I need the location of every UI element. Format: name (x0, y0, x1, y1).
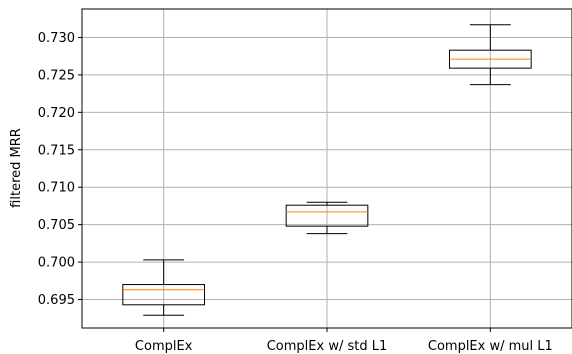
y-tick-label: 0.705 (38, 218, 75, 233)
y-tick-label: 0.695 (38, 293, 75, 308)
box-2 (285, 201, 369, 235)
x-tick-label: ComplEx (135, 339, 193, 354)
x-tick-label: ComplEx w/ mul L1 (428, 339, 553, 354)
x-tick-label: ComplEx w/ std L1 (267, 339, 388, 354)
box-body (122, 284, 205, 306)
y-axis: 0.695 0.700 0.705 0.710 0.715 0.720 0.725 0.730 (38, 31, 82, 308)
box-series (122, 24, 532, 316)
y-tick-label: 0.715 (38, 143, 75, 158)
y-tick-label: 0.730 (38, 31, 75, 46)
y-axis-label: filtered MRR (9, 128, 24, 208)
box-body (285, 204, 369, 227)
box-1 (122, 259, 205, 316)
y-tick-label: 0.710 (38, 181, 75, 196)
y-tick-label: 0.720 (38, 106, 75, 121)
x-axis: ComplEx ComplEx w/ std L1 ComplEx w/ mul L… (135, 328, 553, 354)
y-tick-label: 0.725 (38, 68, 75, 83)
box-3 (449, 24, 532, 86)
y-tick-label: 0.700 (38, 256, 75, 271)
